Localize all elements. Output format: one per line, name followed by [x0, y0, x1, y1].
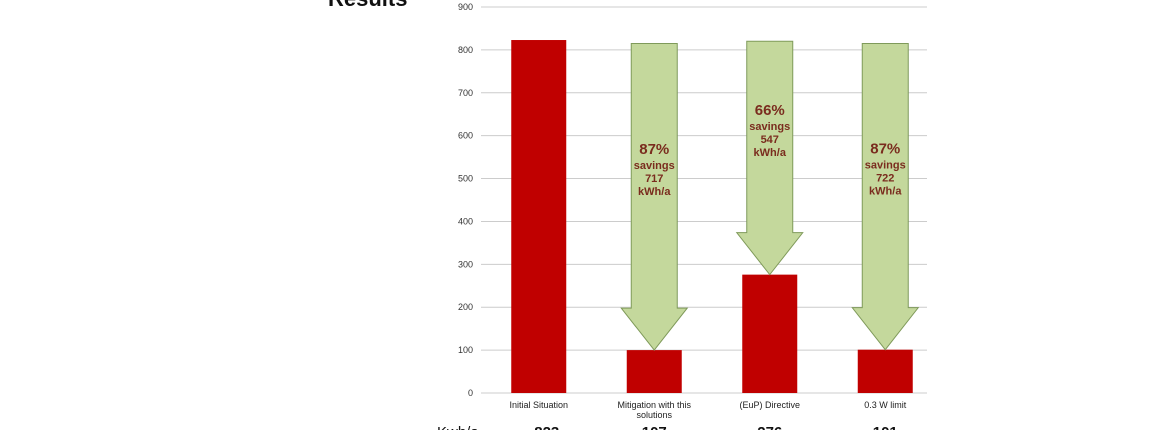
x-category-label: Initial Situation	[509, 400, 568, 410]
x-category-label: 0.3 W limit	[864, 400, 907, 410]
x-category-label: (EuP) Directive	[739, 400, 800, 410]
savings-amount: 717	[645, 173, 663, 185]
savings-percent: 87%	[639, 141, 669, 158]
y-tick-label: 100	[458, 345, 473, 355]
value-row-cell: 101	[873, 424, 898, 430]
savings-unit: kWh/a	[754, 147, 787, 159]
x-category-label-line: Mitigation with this	[617, 400, 691, 410]
value-row: Kwh/a 823 107 276 101	[437, 424, 898, 430]
y-tick-label: 0	[468, 388, 473, 398]
bars	[511, 40, 913, 393]
x-category-label-line: (EuP) Directive	[739, 400, 800, 410]
y-tick-label: 900	[458, 2, 473, 12]
savings-unit: kWh/a	[869, 186, 902, 198]
savings-amount: 547	[761, 134, 779, 146]
page-title: Results	[328, 0, 407, 12]
savings-amount: 722	[876, 173, 894, 185]
savings-arrow	[851, 42, 920, 351]
bar	[742, 274, 798, 393]
savings-percent: 66%	[755, 102, 785, 119]
savings-unit: kWh/a	[638, 186, 671, 198]
savings-label: savings	[865, 160, 906, 172]
y-axis-ticks: 0 100 200 300 400 500 600 700 800 900	[458, 2, 473, 398]
savings-percent: 87%	[870, 141, 900, 158]
y-tick-label: 800	[458, 45, 473, 55]
y-tick-label: 500	[458, 174, 473, 184]
x-category-label-line: Initial Situation	[509, 400, 568, 410]
x-category-label-line: solutions	[636, 410, 672, 420]
savings-arrow	[620, 42, 689, 351]
y-tick-label: 600	[458, 131, 473, 141]
x-category-label: Mitigation with this solutions	[617, 400, 691, 420]
value-row-label: Kwh/a	[437, 424, 479, 430]
y-tick-label: 300	[458, 259, 473, 269]
value-row-cell: 276	[757, 424, 782, 430]
savings-label: savings	[749, 121, 790, 133]
y-tick-label: 400	[458, 216, 473, 226]
y-tick-label: 200	[458, 302, 473, 312]
bar	[857, 349, 913, 393]
value-row-cell: 823	[534, 424, 559, 430]
category-labels: Initial Situation Mitigation with this sol…	[509, 400, 906, 420]
y-tick-label: 700	[458, 88, 473, 98]
bar	[626, 350, 682, 393]
x-category-label-line: 0.3 W limit	[864, 400, 907, 410]
savings-label: savings	[634, 160, 675, 172]
bar	[511, 40, 567, 393]
savings-arrow	[735, 40, 804, 276]
value-row-cell: 107	[642, 424, 667, 430]
